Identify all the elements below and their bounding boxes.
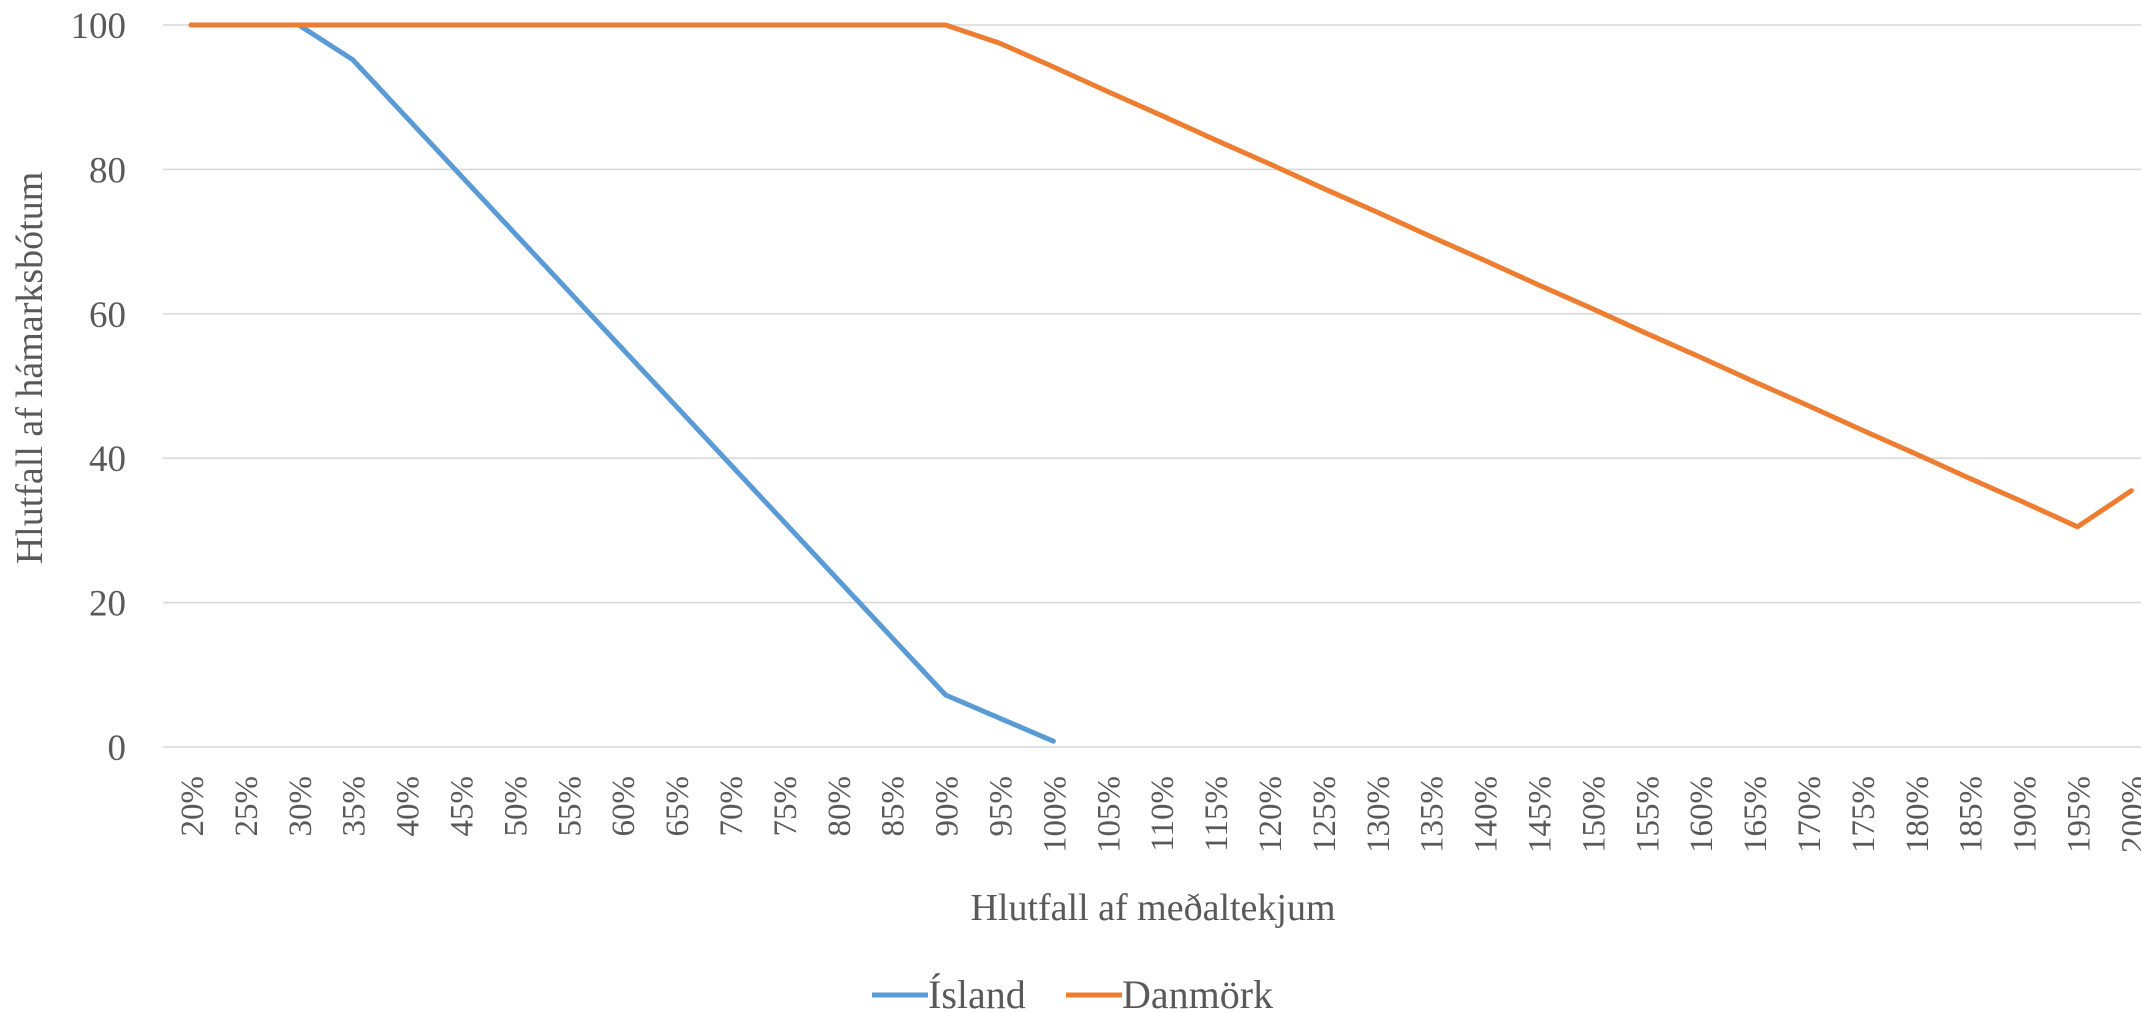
x-tick-label: 145% (1523, 776, 1559, 853)
x-tick-label: 90% (930, 776, 966, 837)
x-tick-label: 105% (1091, 776, 1127, 853)
series-lines (188, 22, 2134, 744)
x-tick-label: 175% (1846, 776, 1882, 853)
series-line-danmork (188, 22, 2134, 530)
x-tick-label: 185% (1954, 776, 1990, 853)
x-tick-label: 190% (2008, 776, 2044, 853)
x-tick-label: 65% (660, 776, 696, 837)
legend: Ísland Danmörk (872, 972, 1273, 1013)
y-tick-label: 80 (89, 150, 126, 191)
x-axis-title: Hlutfall af meðaltekjum (970, 887, 1335, 929)
x-tick-label: 45% (445, 776, 481, 837)
x-tick-label: 165% (1738, 776, 1774, 853)
y-tick-label: 100 (71, 6, 127, 47)
legend-label: Danmörk (1122, 972, 1273, 1013)
y-tick-label: 20 (89, 584, 126, 625)
x-tick-label: 170% (1792, 776, 1828, 853)
y-axis-title: Hlutfall af hámarksbótum (9, 172, 51, 565)
x-tick-label: 180% (1900, 776, 1936, 853)
x-tick-label: 60% (606, 776, 642, 837)
x-tick-label: 155% (1630, 776, 1666, 853)
x-tick-label: 195% (2062, 776, 2098, 853)
x-tick-label: 50% (498, 776, 534, 837)
x-tick-label: 150% (1576, 776, 1612, 853)
y-tick-label: 40 (89, 439, 126, 480)
series-line-island (188, 22, 1056, 744)
y-axis-ticks: 0 20 40 60 80 100 (71, 6, 127, 769)
y-tick-label: 0 (108, 728, 127, 769)
x-tick-label: 20% (175, 776, 211, 837)
x-tick-label: 75% (768, 776, 804, 837)
x-tick-label: 110% (1145, 776, 1181, 852)
x-tick-label: 115% (1199, 776, 1235, 852)
x-tick-label: 160% (1684, 776, 1720, 853)
x-tick-label: 30% (283, 776, 319, 837)
legend-label: Ísland (928, 972, 1026, 1013)
x-tick-label: 80% (822, 776, 858, 837)
x-tick-label: 125% (1307, 776, 1343, 853)
x-tick-label: 55% (552, 776, 588, 837)
x-tick-label: 70% (714, 776, 750, 837)
x-tick-label: 25% (229, 776, 265, 837)
x-tick-label: 120% (1253, 776, 1289, 853)
x-tick-label: 35% (337, 776, 373, 837)
x-tick-label: 100% (1037, 776, 1073, 853)
gridlines (163, 24, 2141, 748)
x-tick-label: 135% (1415, 776, 1451, 853)
x-tick-label: 200% (2115, 776, 2141, 853)
x-tick-label: 140% (1469, 776, 1505, 853)
y-tick-label: 60 (89, 295, 126, 336)
x-axis-ticks: 20% 25% 30% 35% 40% 45% 50% 55% 60% 65% 70% 75% 80% 8… (175, 776, 2141, 853)
x-tick-label: 40% (391, 776, 427, 837)
x-tick-label: 85% (876, 776, 912, 837)
x-tick-label: 130% (1361, 776, 1397, 853)
x-tick-label: 95% (984, 776, 1020, 837)
